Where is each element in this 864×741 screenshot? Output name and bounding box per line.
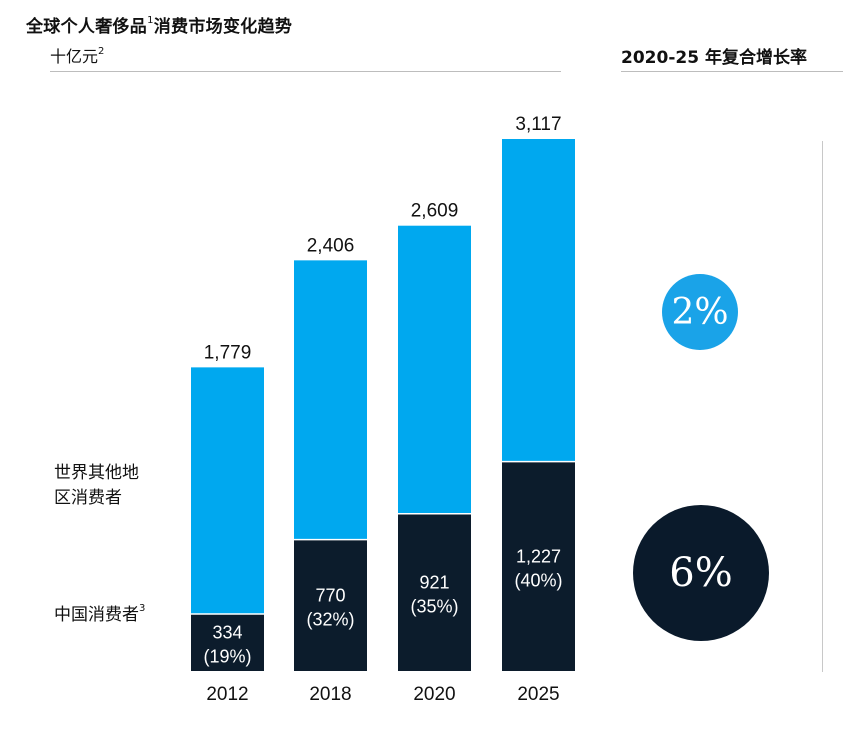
bar-rest-of-world-2018: [294, 260, 367, 540]
china-share-label-2018: (32%): [306, 609, 354, 629]
legend-rest-line-1: 世界其他地: [54, 463, 139, 483]
china-share-label-2012: (19%): [203, 646, 251, 666]
china-value-label-2025: 1,227: [516, 546, 561, 566]
cagr-rest-of-world-badge: 2%: [662, 274, 738, 350]
china-value-label-2018: 770: [315, 585, 345, 605]
total-label-2018: 2,406: [307, 235, 355, 256]
bar-china-2025: [502, 461, 575, 671]
x-tick-2020: 2020: [413, 684, 455, 705]
total-label-2020: 2,609: [411, 201, 459, 222]
bar-china-2018: [294, 539, 367, 671]
x-tick-2025: 2025: [517, 684, 559, 705]
china-value-label-2020: 921: [419, 572, 449, 592]
legend-china: 中国消费者3: [54, 603, 146, 625]
total-label-2012: 1,779: [204, 342, 252, 363]
x-tick-2018: 2018: [309, 684, 351, 705]
unit-label: 十亿元2: [50, 45, 105, 66]
bar-china-2020: [398, 513, 471, 671]
china-value-label-2012: 334: [212, 622, 242, 642]
cagr-divider: [621, 71, 843, 72]
legend-rest-of-world: 世界其他地 区消费者: [54, 461, 139, 511]
cagr-separator: [822, 141, 823, 672]
bar-rest-of-world-2025: [502, 139, 575, 462]
cagr-heading: 2020-25 年复合增长率: [621, 48, 807, 68]
title-divider: [50, 71, 561, 72]
total-label-2025: 3,117: [515, 114, 561, 135]
bar-rest-of-world-2012: [191, 367, 264, 614]
legend-rest-line-2: 区消费者: [54, 488, 122, 508]
bar-china-2012: [191, 613, 264, 671]
chart-title: 全球个人奢侈品1消费市场变化趋势: [26, 15, 293, 37]
china-share-label-2020: (35%): [410, 596, 458, 616]
bar-rest-of-world-2020: [398, 225, 471, 514]
cagr-china-badge: 6%: [633, 505, 769, 641]
china-share-label-2025: (40%): [514, 570, 562, 590]
x-tick-2012: 2012: [206, 684, 248, 705]
